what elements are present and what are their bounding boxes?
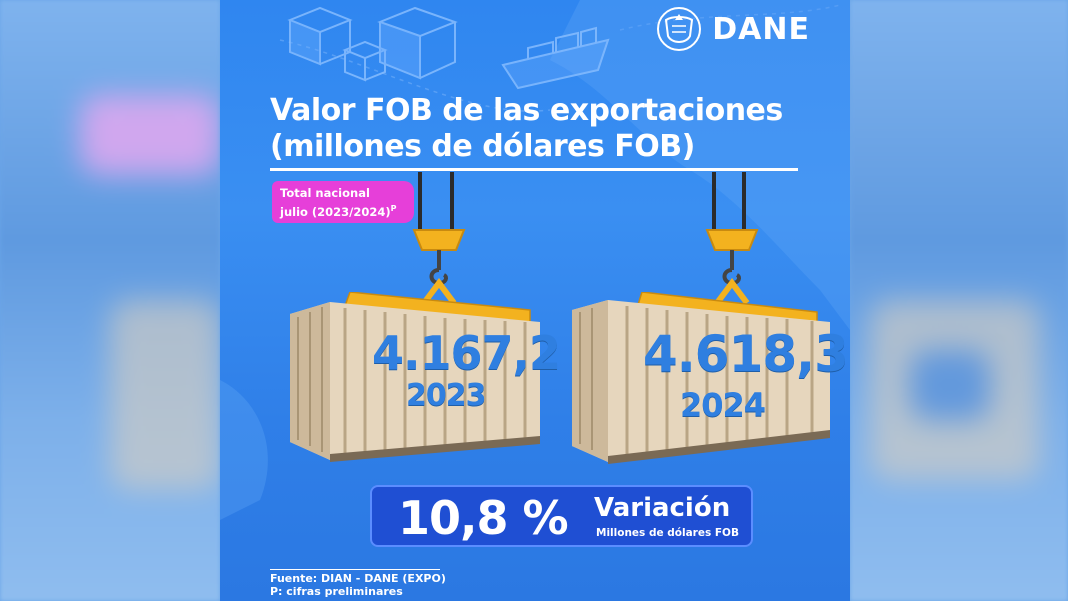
shipping-container-icon <box>572 292 830 464</box>
source-note: Fuente: DIAN - DANE (EXPO) P: cifras pre… <box>270 572 446 598</box>
map-background <box>220 0 850 520</box>
crane-cable <box>450 172 454 230</box>
badge-superscript: P <box>390 204 397 213</box>
container-year-2023: 2023 <box>406 378 486 413</box>
source-line-2: P: cifras preliminares <box>270 585 403 598</box>
infographic-poster: DANE Valor FOB de las exportaciones (mil… <box>220 0 850 601</box>
background-left <box>0 0 220 601</box>
variation-percent: 10,8 % <box>398 491 569 545</box>
shipping-container-icon <box>290 292 540 462</box>
crane-cable <box>742 172 746 230</box>
source-line-1: Fuente: DIAN - DANE (EXPO) <box>270 572 446 585</box>
badge-line-1: Total nacional <box>280 186 370 200</box>
container-year-2024: 2024 <box>680 386 766 424</box>
title-line-1: Valor FOB de las exportaciones <box>270 93 783 128</box>
container-value-2023: 4.167,2 <box>372 326 561 380</box>
period-badge: Total nacional julio (2023/2024)P <box>272 181 414 223</box>
title-line-2: (millones de dólares FOB) <box>270 129 695 164</box>
logo-text: DANE <box>712 11 810 47</box>
crane-hook-icon <box>412 229 466 305</box>
title-divider <box>270 168 798 171</box>
variation-box: 10,8 % Variación Millones de dólares FOB <box>370 485 753 547</box>
variation-sublabel: Millones de dólares FOB <box>596 527 739 539</box>
boxes-icon <box>287 6 458 82</box>
source-divider <box>270 569 440 570</box>
ship-icon <box>501 26 610 90</box>
variation-label: Variación <box>594 493 731 523</box>
dane-logo: DANE <box>656 6 810 52</box>
container-value-2024: 4.618,3 <box>643 325 849 383</box>
badge-line-2: julio (2023/2024) <box>280 204 391 219</box>
crest-icon <box>657 7 702 51</box>
page-title: Valor FOB de las exportaciones (millones… <box>270 93 830 165</box>
background-right <box>850 0 1068 601</box>
crane-hook-icon <box>705 229 759 305</box>
crane-cable <box>712 172 716 230</box>
crane-cable <box>418 172 422 230</box>
